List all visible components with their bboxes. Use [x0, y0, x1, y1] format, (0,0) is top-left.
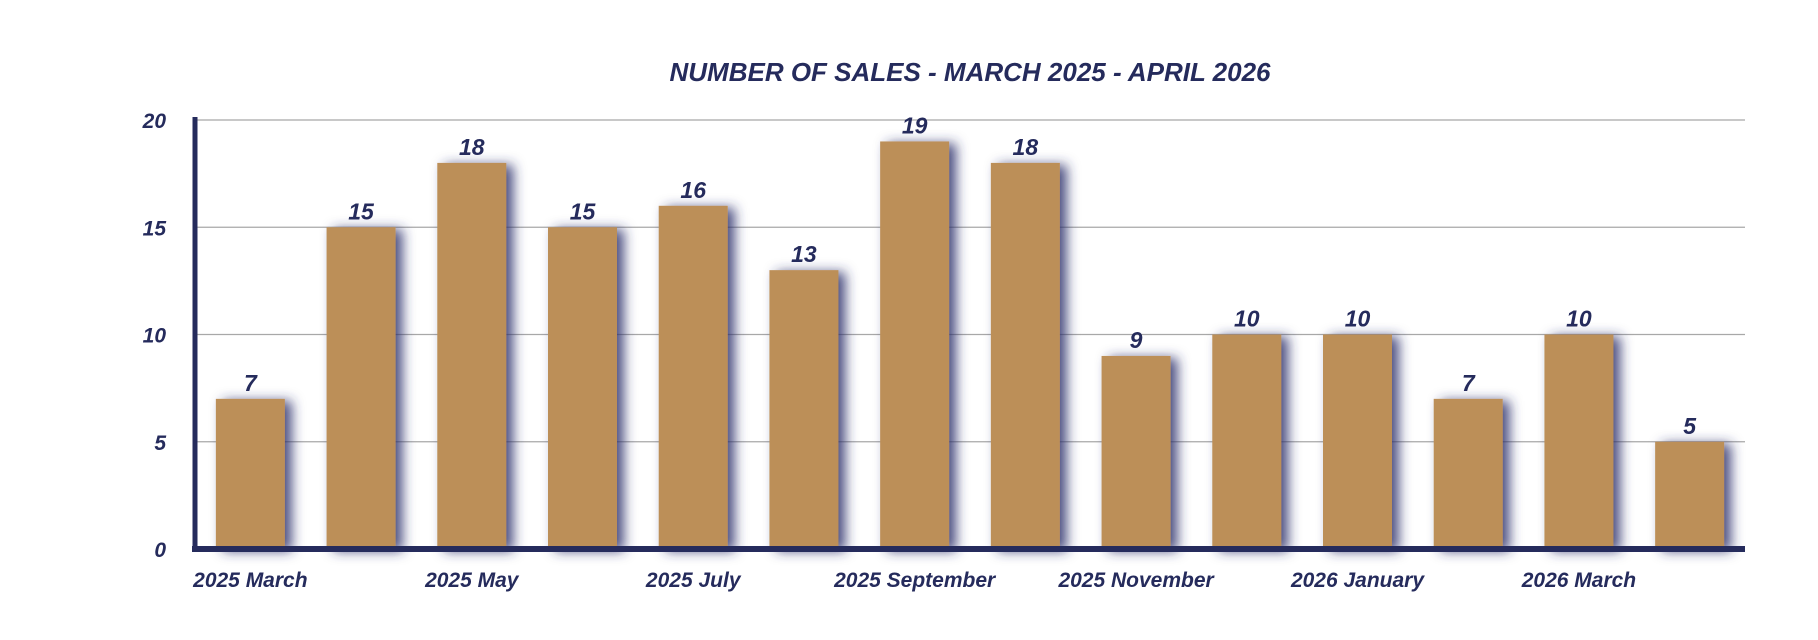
- bar: [1101, 355, 1171, 549]
- y-tick-label: 15: [143, 217, 167, 240]
- bar: [990, 162, 1060, 549]
- data-label: 18: [459, 134, 485, 160]
- bar: [1655, 441, 1725, 549]
- bar: [548, 227, 617, 549]
- data-label: 9: [1130, 327, 1143, 353]
- bar: [1544, 334, 1614, 549]
- y-tick-label: 5: [154, 432, 166, 455]
- x-tick-label: 2026 March: [1521, 569, 1636, 592]
- y-tick-label: 20: [142, 110, 167, 133]
- x-tick-label: 2025 July: [645, 569, 742, 592]
- bar: [1433, 398, 1503, 549]
- axes: [192, 117, 1745, 552]
- data-label: 13: [791, 241, 817, 267]
- data-label: 18: [1013, 134, 1039, 160]
- data-labels: 7 15 18 15 16 13 19 18 9 10 10 7 10 5: [244, 112, 1697, 438]
- chart-title: NUMBER OF SALES - MARCH 2025 - APRIL 202…: [669, 57, 1271, 87]
- bar: [880, 141, 950, 549]
- gridlines: [195, 119, 1745, 443]
- data-label: 7: [1462, 370, 1476, 396]
- data-label: 5: [1683, 413, 1697, 439]
- data-label: 10: [1345, 306, 1371, 332]
- x-axis-ticks: 2025 March 2025 May 2025 July 2025 Septembe…: [192, 569, 1636, 592]
- bars: [215, 141, 1725, 550]
- x-tick-label: 2026 January: [1290, 569, 1425, 592]
- x-tick-label: 2025 May: [424, 569, 520, 592]
- x-tick-label: 2025 September: [833, 569, 997, 592]
- bar: [326, 227, 396, 549]
- y-tick-label: 0: [154, 539, 166, 562]
- bar: [769, 270, 839, 549]
- bar: [437, 162, 507, 549]
- data-label: 7: [244, 370, 258, 396]
- bar: [1212, 334, 1282, 549]
- data-label: 10: [1566, 306, 1592, 332]
- bar: [1323, 334, 1392, 549]
- bar: [215, 398, 285, 549]
- data-label: 19: [902, 112, 928, 138]
- x-tick-label: 2025 March: [192, 569, 307, 592]
- x-tick-label: 2025 November: [1057, 569, 1215, 592]
- data-label: 15: [348, 198, 375, 224]
- y-axis-ticks: 0 5 10 15 20: [142, 110, 167, 562]
- data-label: 16: [680, 177, 706, 203]
- bar: [658, 205, 728, 550]
- data-label: 15: [570, 198, 597, 224]
- data-label: 10: [1234, 306, 1260, 332]
- y-tick-label: 10: [143, 325, 167, 348]
